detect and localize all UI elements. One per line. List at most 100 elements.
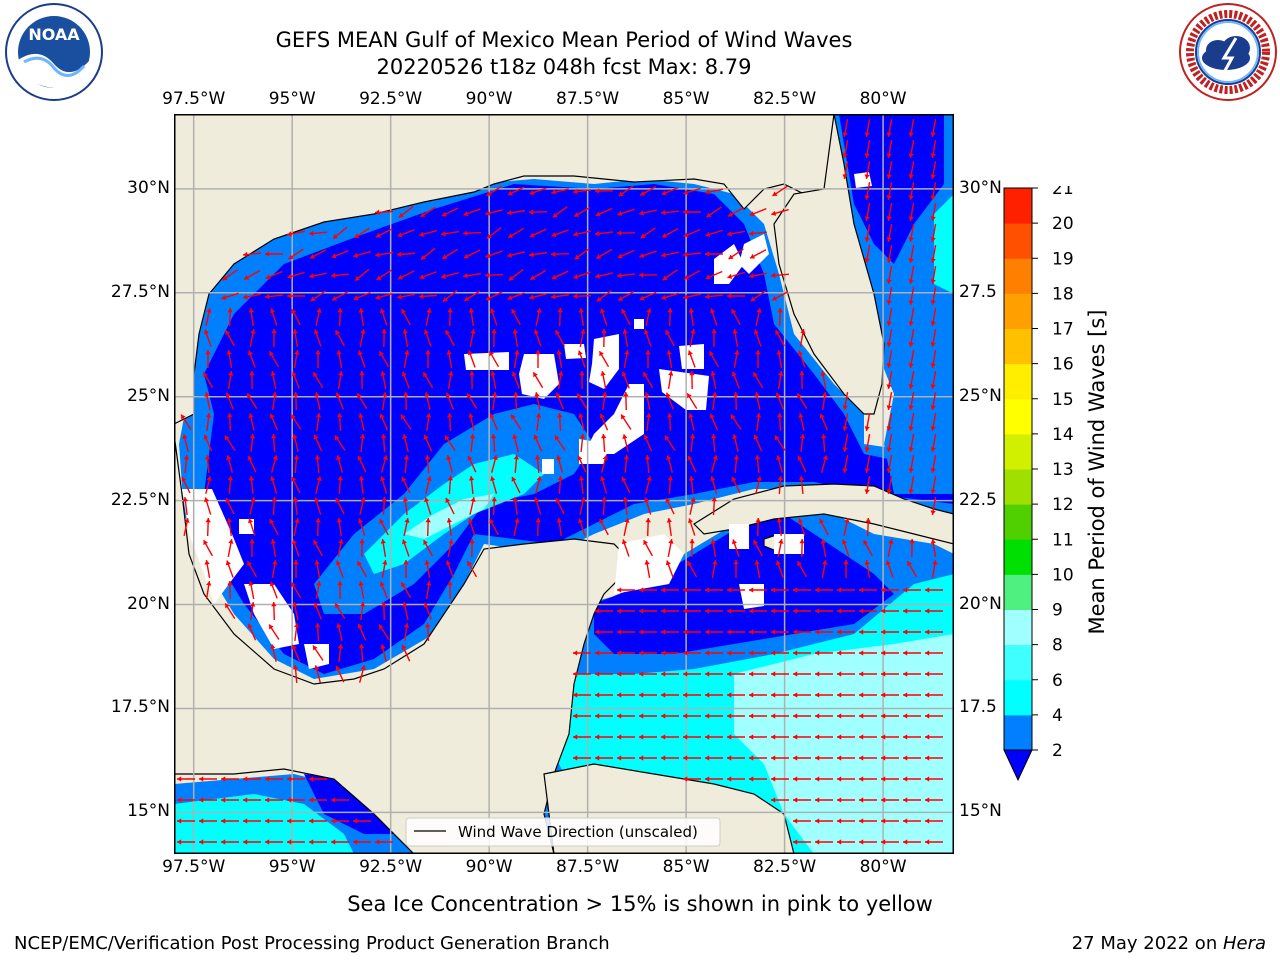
wave-arrow [842,413,849,431]
wave-arrow [447,539,454,557]
wave-arrow [908,455,915,473]
wave-arrow [733,454,740,474]
colorbar-block [1004,293,1032,329]
wave-arrow [337,371,344,389]
wave-arrow [705,734,723,740]
wave-arrow [881,692,899,698]
wave-arrow [287,797,305,803]
wave-arrow [686,392,698,410]
colorbar-block [1004,504,1032,540]
colorbar-label: Mean Period of Wind Waves [s] [1085,309,1109,635]
wave-arrow [687,350,696,368]
wave-arrow [313,434,323,452]
wave-arrow [775,392,785,410]
wave-arrow [796,560,808,578]
wave-arrow [425,581,432,599]
nws-logo [1178,2,1278,106]
wave-arrow [248,475,255,495]
wave-arrow [881,587,899,593]
wave-arrow [401,308,411,326]
wave-arrow [224,602,236,620]
wave-arrow [444,435,456,451]
wave-arrow [771,629,789,635]
colorbar-tick-label: 14 [1052,425,1074,445]
wave-arrow [863,539,873,557]
wave-arrow [265,251,283,257]
wave-arrow [705,692,723,698]
wave-arrow [842,161,849,179]
wave-arrow [885,560,894,578]
wave-arrow [908,329,915,347]
wave-arrow [336,623,343,641]
sea-ice-note: Sea Ice Concentration > 15% is shown in … [347,892,933,916]
wave-arrow [446,517,452,537]
wave-arrow [420,247,436,261]
wave-arrow [616,272,636,279]
wave-arrow [555,497,565,515]
wave-arrow [205,581,212,599]
wave-arrow [381,601,387,621]
lat-label-right: 27.5 [959,281,997,302]
colorbar-tick-label: 8 [1052,636,1063,656]
wave-arrow [930,140,937,158]
wave-arrow [665,560,674,578]
wave-arrow [381,496,387,516]
wave-arrow [617,671,635,677]
wave-arrow [859,713,877,719]
wave-arrow [727,734,745,740]
wave-arrow [401,539,410,557]
wave-arrow [909,538,915,558]
wave-arrow [665,329,675,347]
wave-arrow [488,350,500,368]
wave-arrow [249,329,256,347]
wave-arrow [864,140,871,158]
cuba [693,483,954,545]
wave-arrow [203,434,213,452]
wave-arrow [243,839,261,845]
wave-arrow [291,371,300,389]
wave-arrow [290,414,302,430]
wave-arrow [265,839,283,845]
wave-arrow [881,776,899,782]
wave-arrow [491,328,497,348]
wave-arrow [533,434,543,452]
wave-direction-arrows [177,119,943,845]
wave-arrow [246,560,258,578]
wave-arrow [775,329,785,347]
wave-arrow [837,692,855,698]
wave-arrow [667,307,673,327]
wave-arrow [711,328,717,348]
wave-arrow [930,455,937,473]
wave-arrow [199,818,217,824]
wave-arrow [293,518,300,536]
wave-arrow [727,713,745,719]
wave-arrow [837,587,855,593]
wave-arrow [469,329,476,347]
wave-arrow [815,692,833,698]
wave-arrow [820,371,827,389]
wave-arrow [727,692,745,698]
wave-arrow [661,671,679,677]
wave-arrow [886,140,893,158]
wave-arrow [403,391,409,411]
wave-arrow [309,839,327,845]
wave-arrow [380,476,388,494]
wave-arrow [381,560,388,578]
wave-arrow [572,188,592,195]
wave-arrow [507,227,525,239]
lon-label-top: 92.5°W [359,89,423,109]
wave-arrow [793,713,811,719]
wave-arrow [777,475,784,495]
wave-arrow [221,839,239,845]
wave-arrow [886,245,893,263]
wave-arrow [822,391,828,411]
wave-arrow [886,161,893,179]
wave-arrow [376,269,392,281]
wave-arrow [665,392,675,410]
wave-arrow [264,293,284,300]
wave-arrow [375,228,393,238]
wave-arrow [886,287,893,305]
wave-arrow [815,587,833,593]
wave-arrow [486,227,502,239]
wave-arrow [908,119,915,137]
